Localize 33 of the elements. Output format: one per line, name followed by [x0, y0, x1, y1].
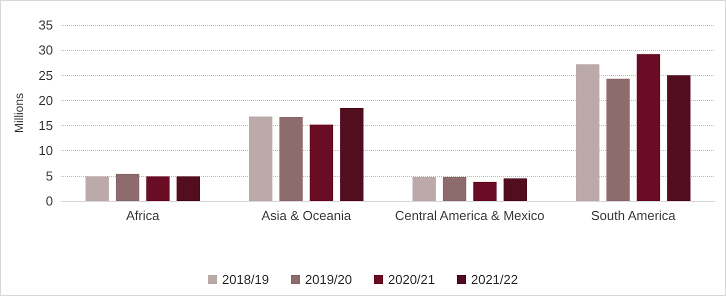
y-tick-label: 15: [38, 118, 53, 134]
y-tick-label: 5: [46, 168, 53, 184]
x-tick-label: South America: [590, 208, 676, 223]
bar: [279, 117, 303, 201]
bar: [116, 174, 140, 201]
bar: [636, 54, 660, 201]
y-tick-label: 30: [38, 42, 53, 58]
bar: [667, 75, 690, 201]
y-tick-label: 10: [38, 143, 53, 158]
bar: [146, 176, 170, 201]
bar: [249, 116, 272, 201]
bar: [310, 124, 334, 201]
y-tick-label: 0: [46, 194, 53, 208]
y-axis-title: Millions: [12, 92, 26, 134]
x-tick-label: Africa: [126, 208, 160, 223]
legend-label: 2018/19: [222, 272, 270, 287]
bar: [442, 176, 466, 201]
x-tick-label: Central America & Mexico: [394, 208, 545, 223]
bar: [86, 176, 109, 201]
y-tick-label: 25: [38, 68, 53, 83]
bar: [576, 64, 600, 201]
legend-label: 2021/22: [470, 272, 518, 287]
x-tick-label: Asia & Oceania: [261, 208, 352, 223]
bar: [473, 182, 497, 201]
legend-label: 2019/20: [305, 272, 352, 287]
y-tick-label: 35: [38, 18, 53, 32]
bar: [504, 178, 527, 201]
bar: [412, 176, 436, 201]
bar: [340, 108, 364, 201]
legend-label: 2020/21: [388, 272, 435, 287]
y-tick-label: 20: [38, 92, 53, 108]
bar: [176, 176, 200, 201]
bar: [606, 78, 630, 201]
